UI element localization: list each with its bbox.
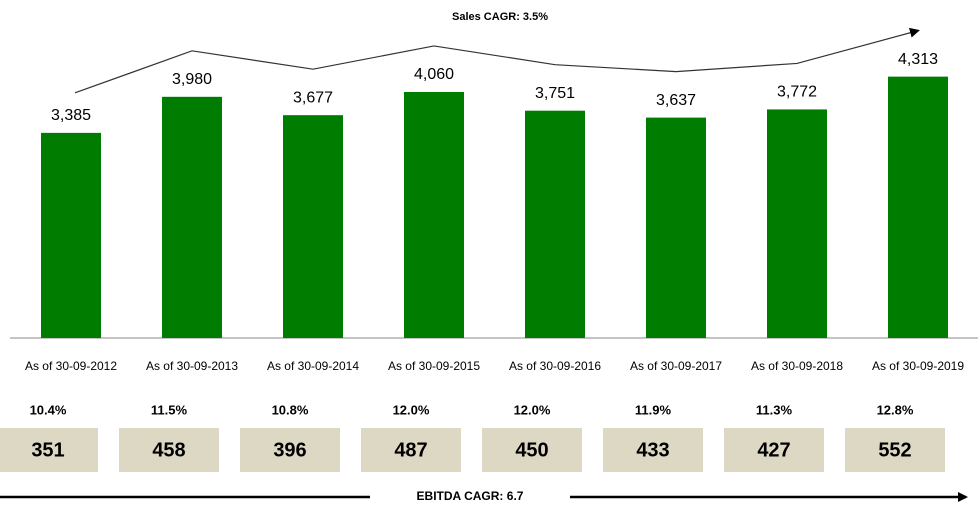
value-label: 3,772: [777, 84, 817, 101]
ebitda-box: [845, 428, 945, 472]
x-tick-label: As of 30-09-2018: [751, 359, 843, 373]
ebitda-box: [361, 428, 461, 472]
ebitda-value: 450: [515, 439, 548, 461]
ebitda-box: [240, 428, 340, 472]
ebitda-box: [119, 428, 219, 472]
value-label: 3,751: [535, 85, 575, 102]
bar: [283, 115, 343, 338]
bar: [888, 76, 948, 338]
x-tick-label: As of 30-09-2013: [146, 359, 238, 373]
ebitda-value: 396: [273, 439, 306, 461]
ebitda-margin: 11.5%: [151, 402, 188, 417]
ebitda-margin: 11.9%: [635, 402, 672, 417]
ebitda-margin: 12.0%: [393, 402, 430, 417]
ebitda-box: [0, 428, 98, 472]
bar: [646, 117, 706, 338]
bar: [162, 96, 222, 338]
ebitda-value: 433: [636, 439, 669, 461]
value-label: 4,313: [898, 51, 938, 68]
ebitda-margin: 12.0%: [514, 402, 551, 417]
value-label: 3,677: [293, 89, 333, 106]
value-label: 4,060: [414, 66, 454, 83]
ebitda-margin: 10.4%: [30, 402, 67, 417]
x-tick-label: As of 30-09-2019: [872, 359, 964, 373]
x-tick-label: As of 30-09-2017: [630, 359, 722, 373]
x-tick-label: As of 30-09-2016: [509, 359, 601, 373]
value-label: 3,637: [656, 92, 696, 109]
ebitda-value: 351: [31, 439, 64, 461]
x-tick-label: As of 30-09-2015: [388, 359, 480, 373]
trend-line: [74, 27, 920, 94]
ebitda-cagr: EBITDA CAGR: 6.7: [417, 489, 524, 503]
ebitda-margin: 11.3%: [756, 402, 793, 417]
value-label: 3,980: [172, 71, 212, 88]
bar: [404, 91, 464, 339]
bar: [767, 109, 827, 338]
ebitda-value: 552: [878, 439, 911, 461]
ebitda-value: 427: [757, 439, 790, 461]
bar: [41, 132, 101, 338]
value-label: 3,385: [51, 107, 91, 124]
ebitda-margin: 10.8%: [272, 402, 309, 417]
ebitda-value: 458: [152, 439, 185, 461]
ebitda-margin: 12.8%: [877, 402, 914, 417]
ebitda-box: [482, 428, 582, 472]
x-tick-label: As of 30-09-2012: [25, 359, 117, 373]
ebitda-value: 487: [394, 439, 427, 461]
bar: [525, 110, 585, 339]
x-tick-label: As of 30-09-2014: [267, 359, 359, 373]
ebitda-box: [603, 428, 703, 472]
ebitda-box: [724, 428, 824, 472]
chart-title: Sales CAGR: 3.5%: [452, 11, 548, 23]
